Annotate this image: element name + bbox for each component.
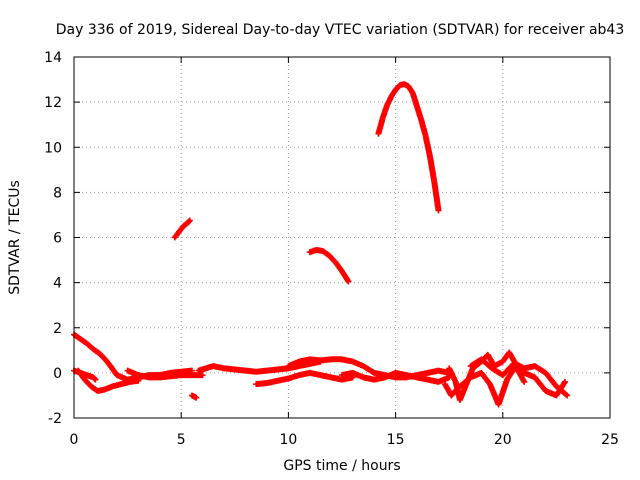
x-tick-label: 0: [70, 432, 79, 448]
data-arc-fill: [468, 357, 568, 398]
y-tick-label: 4: [53, 276, 62, 292]
data-series-arc-8: [195, 358, 324, 375]
data-arc-fill: [340, 370, 451, 385]
y-tick-label: 2: [53, 321, 62, 337]
y-tick-label: 12: [44, 95, 62, 111]
data-series-arc-6: [188, 392, 200, 401]
grid-layer: [74, 57, 610, 418]
data-arc-fill: [196, 358, 323, 375]
data-arc-fill: [375, 81, 442, 212]
x-tick-label: 5: [177, 432, 186, 448]
y-tick-label: 10: [44, 140, 62, 156]
data-series-arc-11: [306, 246, 352, 285]
y-axis-label: SDTVAR / TECUs: [7, 180, 23, 295]
x-tick-label: 10: [279, 432, 297, 448]
data-series-arc-13: [375, 81, 442, 214]
data-arc-fill: [254, 370, 355, 387]
x-tick-label: 25: [601, 432, 619, 448]
y-tick-label: 14: [44, 50, 62, 66]
y-tick-label: 0: [53, 366, 62, 382]
plot-frame: [73, 56, 611, 419]
data-arc-fill: [172, 218, 193, 240]
data-arc-fill: [190, 393, 199, 401]
y-tick-label: -2: [48, 411, 62, 427]
data-series-arc-16: [467, 356, 568, 399]
data-arc-fill: [308, 247, 351, 284]
data-layer: [71, 81, 571, 408]
data-series-arc-5: [124, 367, 206, 381]
y-tick-label: 6: [53, 231, 62, 247]
data-arc-fill: [72, 368, 98, 382]
x-tick-label: 15: [387, 432, 405, 448]
x-tick-label: 20: [494, 432, 512, 448]
data-arc-fill: [125, 368, 205, 381]
data-series-arc-7: [171, 217, 193, 241]
data-series-arc-15: [441, 363, 528, 408]
data-arc-fill: [72, 332, 113, 368]
x-axis-label: GPS time / hours: [283, 458, 400, 474]
tick-layer: 0 5 10 15 20 25 -2 0 2 4 6 8 10 12 14: [44, 50, 619, 448]
chart-title: Day 336 of 2019, Sidereal Day-to-day VTE…: [56, 22, 625, 38]
y-tick-label: 8: [53, 185, 62, 201]
data-series-arc-1: [71, 331, 114, 370]
data-series-arc-12: [339, 369, 453, 385]
